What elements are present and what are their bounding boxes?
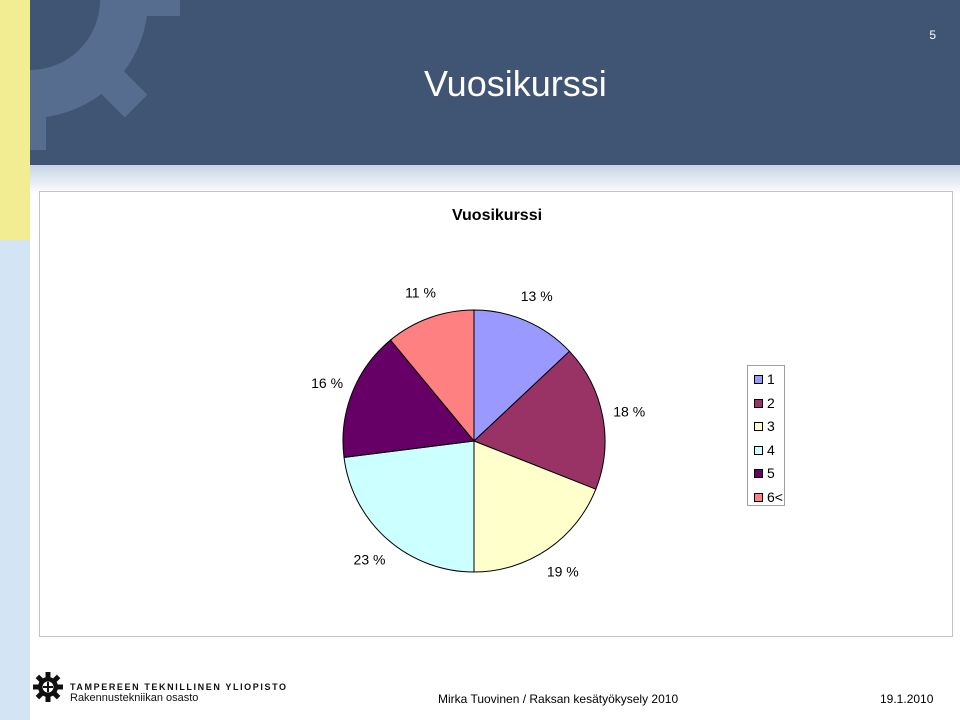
pie-data-label: 18 % [613,403,645,419]
slide-title: Vuosikurssi [424,63,607,104]
pie-data-label: 13 % [521,288,553,304]
slide-number: 5 [929,28,936,42]
chart-legend: 1 2 3 4 5 6< [747,365,785,506]
legend-item: 4 [748,440,784,464]
legend-label: 5 [767,465,775,481]
pie-data-label: 11 % [405,284,436,300]
left-accent-strip [0,0,30,720]
legend-label: 3 [767,418,775,434]
header-fade [30,165,960,195]
pie-slice-6 [389,309,475,443]
legend-label: 4 [767,441,775,458]
legend-item: 2 [748,393,784,417]
pie-data-label: 23 % [354,552,386,568]
pie-slice-5 [342,339,475,458]
pie-slice-2 [473,350,606,490]
legend-label: 2 [767,394,775,411]
legend-item: 3 [748,416,784,440]
legend-label: 1 [767,371,775,387]
pie-slice-3 [473,440,597,573]
legend-swatch [754,445,763,455]
legend-swatch [754,422,763,431]
pie-data-label: 19 % [547,564,579,580]
pie-slice-1 [473,309,571,443]
university-name: TAMPEREEN TEKNILLINEN YLIOPISTO [70,682,288,692]
legend-item: 5 [748,463,784,487]
legend-swatch [754,398,763,408]
slide-header: 5 [30,0,960,165]
chart-title: Vuosikurssi [451,207,543,224]
pie-data-label: 16 % [311,375,343,391]
pie-chart: 13 % 18 % 19 % 23 % 16 % 11 % [311,284,645,580]
legend-item: 1 [748,369,784,393]
footer-date: 19.1.2010 [880,692,934,706]
university-logo-icon [33,672,63,702]
legend-swatch [754,469,763,478]
legend-label: 6< [767,488,783,505]
legend-swatch [754,375,763,384]
legend-item: 6< [748,487,784,511]
legend-swatch [754,492,763,502]
pie-slice-4 [343,440,475,573]
chart-area: Vuosikurssi 13 % 18 % 19 % 23 % 16 % 11 % 1 2 3… [39,191,953,637]
gear-decoration-icon [30,0,180,150]
department-name: Rakennustekniikan osasto [70,692,199,704]
footer-author: Mirka Tuovinen / Raksan kesätyökysely 20… [438,692,679,706]
